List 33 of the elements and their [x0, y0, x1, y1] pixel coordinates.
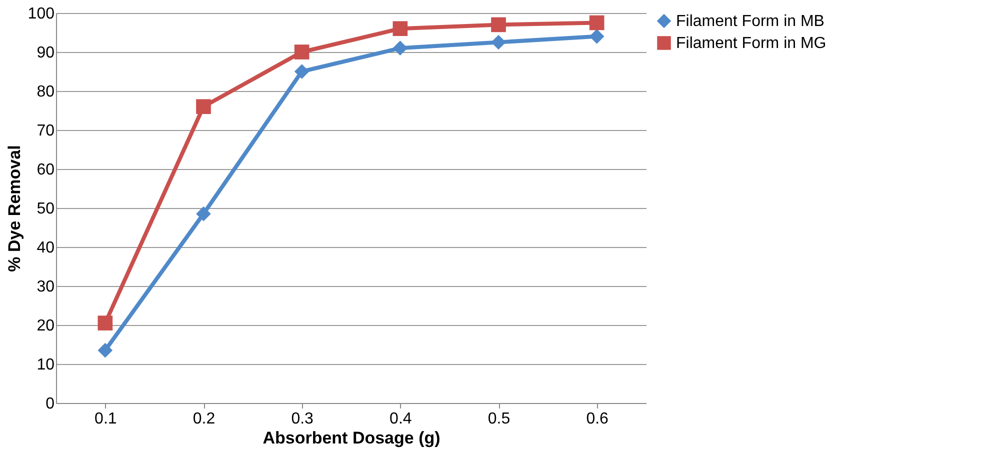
x-tick-label: 0.3 [291, 410, 314, 428]
point [392, 21, 408, 36]
y-tick-label: 10 [36, 356, 55, 374]
y-tick-label: 70 [36, 122, 55, 140]
y-tick-label: 20 [36, 318, 55, 334]
y-axis-title: % Dye Removal [4, 145, 24, 272]
x-tick-label: 0.5 [488, 410, 510, 428]
point [98, 316, 113, 330]
point [392, 40, 408, 56]
y-tick-label: 80 [36, 84, 55, 100]
x-tick-label: 0.2 [192, 410, 216, 428]
y-tick-label: 40 [36, 240, 55, 256]
point [196, 99, 211, 114]
point [589, 28, 604, 44]
x-tick-label: 0.6 [586, 410, 609, 428]
point [196, 206, 211, 222]
point [491, 34, 506, 50]
legend-label: Filament Form in MB [676, 13, 824, 30]
point [491, 17, 506, 32]
legend-label: Filament Form in MG [676, 35, 826, 52]
y-tick-label: 0 [46, 396, 55, 412]
y-tick-label: 60 [36, 162, 55, 178]
x-tick-label: 0.1 [94, 410, 117, 428]
y-tick-label: 30 [36, 278, 55, 296]
point [294, 64, 310, 79]
point [98, 342, 113, 358]
x-tick-label: 0.4 [390, 410, 412, 428]
y-tick-label: 100 [28, 6, 55, 22]
x-axis-title: Absorbent Dosage (g) [262, 428, 440, 448]
y-tick-label: 90 [36, 44, 55, 62]
point [294, 44, 310, 60]
y-tick-label: 50 [36, 200, 55, 218]
point [589, 15, 604, 30]
